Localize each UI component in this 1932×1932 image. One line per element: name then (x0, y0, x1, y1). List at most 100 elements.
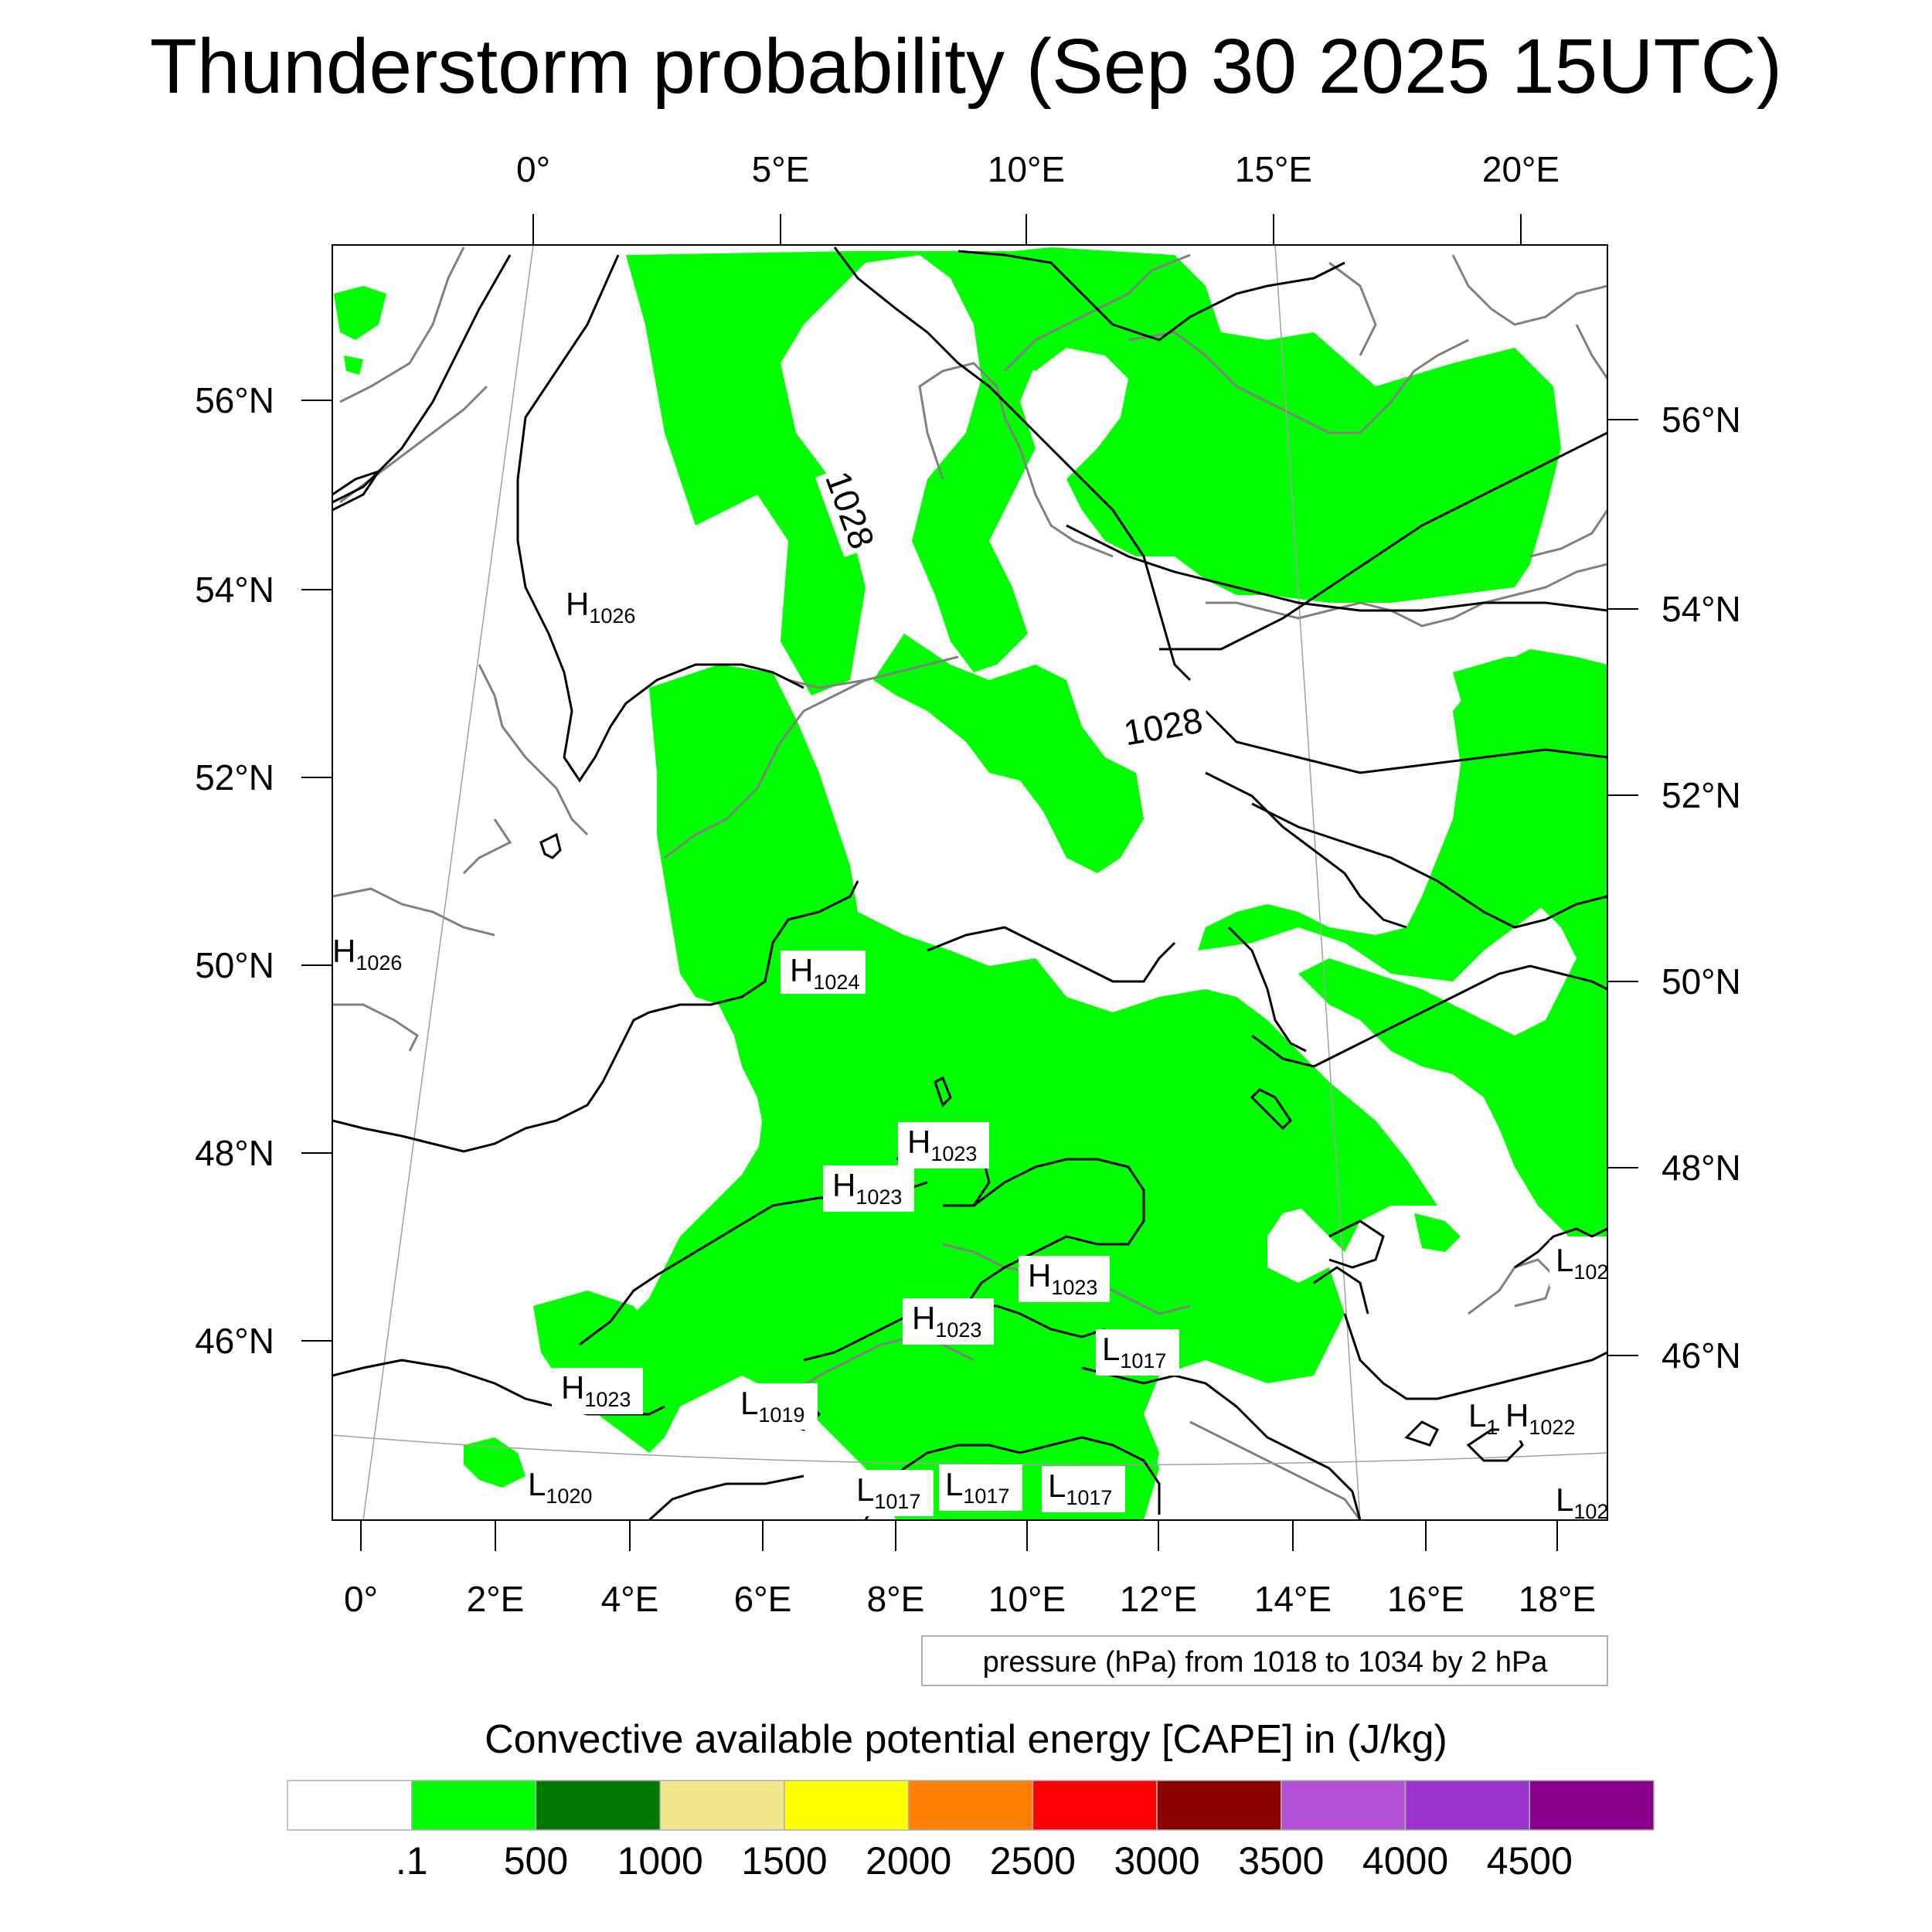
svg-text:L1019: L1019 (740, 1385, 804, 1427)
colorbar-box (1281, 1780, 1406, 1831)
cape-germany-field (873, 634, 1144, 873)
colorbar-box (410, 1780, 537, 1831)
colorbar-box (1156, 1780, 1282, 1831)
bottom-longitude-labels: 0° 2°E 4°E 6°E 8°E 10°E 12°E 14°E 16°E 1… (344, 1579, 1596, 1619)
svg-text:H1023: H1023 (561, 1369, 631, 1411)
right-latitude-labels: 56°N 54°N 52°N 50°N 48°N 46°N (1662, 400, 1741, 1376)
top-longitude-labels: 0° 5°E 10°E 15°E 20°E (516, 149, 1560, 189)
svg-text:L102: L102 (1556, 1242, 1608, 1284)
colorbar-box (535, 1780, 661, 1831)
colorbar-box (1032, 1780, 1158, 1831)
pressure-center-L1-east: L1 (1468, 1397, 1498, 1439)
colorbar-box (907, 1780, 1034, 1831)
cape-uk-patch-2 (344, 355, 363, 375)
pressure-center-L1017-d: L1017 (1042, 1466, 1125, 1512)
colorbar-box (1404, 1780, 1531, 1831)
top-lon-label: 15°E (1235, 149, 1312, 189)
colorbar-label: 3500 (1238, 1839, 1324, 1883)
cape-poland-field (1298, 657, 1607, 1236)
pressure-center-H1026-west: H1026 (332, 933, 402, 975)
svg-text:L1020: L1020 (528, 1466, 592, 1508)
pressure-center-L1019: L1019 (734, 1383, 818, 1430)
cape-uk-patch (334, 286, 386, 340)
bottom-lon-label: 10°E (988, 1579, 1066, 1619)
right-lat-label: 54°N (1662, 589, 1741, 629)
right-lat-label: 56°N (1662, 400, 1741, 440)
svg-text:H1023: H1023 (832, 1167, 902, 1209)
svg-text:H1022: H1022 (1505, 1397, 1575, 1439)
isobar-label-2: 1028 (1115, 697, 1211, 756)
left-lat-label: 54°N (195, 570, 274, 610)
bottom-lon-label: 6°E (734, 1579, 792, 1619)
colorbar-labels: .1 500 1000 1500 2000 2500 3000 3500 4000 4500 (396, 1839, 1573, 1883)
pressure-center-H1023-b: H1023 (823, 1165, 914, 1212)
left-lat-label: 48°N (195, 1133, 274, 1173)
colorbar-label: 2000 (866, 1839, 951, 1883)
bottom-lon-label: 16°E (1387, 1579, 1464, 1619)
pressure-center-L1017-a: L1017 (1096, 1329, 1179, 1376)
colorbar-label: 500 (504, 1839, 568, 1883)
bottom-lon-label: 4°E (601, 1579, 659, 1619)
svg-text:L1017: L1017 (945, 1466, 1009, 1508)
pressure-center-L1017-c: L1017 (939, 1464, 1022, 1511)
colorbar-label: 2500 (990, 1839, 1076, 1883)
svg-text:H1023: H1023 (912, 1300, 981, 1342)
top-lon-label: 0° (516, 149, 550, 189)
pressure-center-H1022: H1022 (1499, 1396, 1584, 1440)
pressure-center-L1020: L1020 (528, 1466, 592, 1508)
contour-info-box: pressure (hPa) from 1018 to 1034 by 2 hP… (921, 1635, 1608, 1686)
svg-text:H1026: H1026 (566, 586, 635, 628)
pressure-center-H1024: H1024 (781, 951, 866, 994)
cape-france-patch (464, 1437, 526, 1488)
contour-info-text: pressure (hPa) from 1018 to 1034 by 2 hP… (983, 1646, 1549, 1679)
top-lon-label: 10°E (988, 149, 1065, 189)
right-lat-label: 46°N (1662, 1335, 1741, 1376)
pressure-center-L102-east: L102 (1549, 1240, 1608, 1287)
pressure-center-H1023-e: H1023 (552, 1368, 643, 1414)
pressure-center-H1023-a: H1023 (898, 1122, 989, 1168)
left-lat-label: 50°N (195, 945, 274, 985)
right-latitude-axis (1607, 419, 1638, 1356)
bottom-longitude-axis (360, 1520, 1558, 1551)
left-lat-label: 52°N (195, 757, 274, 798)
bottom-lon-label: 0° (344, 1579, 378, 1619)
pressure-center-H1023-d: H1023 (903, 1298, 994, 1345)
top-lon-label: 20°E (1482, 149, 1560, 189)
svg-text:L1017: L1017 (1048, 1468, 1112, 1509)
svg-text:H1024: H1024 (790, 952, 859, 994)
cape-sw-patch (533, 1291, 657, 1391)
colorbar-box (784, 1780, 910, 1831)
right-lat-label: 48°N (1662, 1148, 1741, 1188)
bottom-lon-label: 8°E (867, 1579, 925, 1619)
svg-text:L1017: L1017 (856, 1471, 920, 1513)
colorbar-label: .1 (396, 1839, 428, 1883)
colorbar-box (1529, 1780, 1655, 1831)
pressure-center-L102-southeast: L102 (1556, 1481, 1608, 1523)
colorbar-label: 3000 (1114, 1839, 1199, 1883)
map-frame (332, 244, 1608, 1521)
pressure-center-H1023-c: H1023 (1019, 1256, 1110, 1302)
svg-text:L102: L102 (1556, 1481, 1608, 1523)
bottom-lon-label: 18°E (1519, 1579, 1596, 1619)
map-area: 1028 1028 H1026 H1026 H1024 H1023 (332, 245, 1608, 1523)
pressure-center-H1026-north: H1026 (566, 586, 635, 628)
pressure-center-L1017-b: L1017 (850, 1470, 934, 1516)
left-lat-label: 56°N (195, 380, 274, 420)
colorbar-label: 4000 (1362, 1839, 1448, 1883)
right-lat-label: 50°N (1662, 961, 1741, 1002)
colorbar-label: 4500 (1487, 1839, 1573, 1883)
pressure-center-labels: H1026 H1026 H1024 H1023 H1023 H1023 (332, 586, 1608, 1523)
top-lon-label: 5°E (752, 149, 810, 189)
map-title: Thunderstorm probability (Sep 30 2025 15… (150, 23, 1782, 110)
bottom-lon-label: 12°E (1120, 1579, 1197, 1619)
bottom-lon-label: 14°E (1254, 1579, 1332, 1619)
bottom-lon-label: 2°E (467, 1579, 525, 1619)
right-lat-label: 52°N (1662, 775, 1741, 815)
colorbar-box (287, 1780, 413, 1831)
colorbar-title: Convective available potential energy [C… (485, 1717, 1447, 1762)
left-lat-label: 46°N (195, 1321, 274, 1361)
cape-se-patch (1414, 1213, 1461, 1252)
colorbar-label: 1500 (741, 1839, 827, 1883)
top-longitude-axis (532, 214, 1522, 245)
